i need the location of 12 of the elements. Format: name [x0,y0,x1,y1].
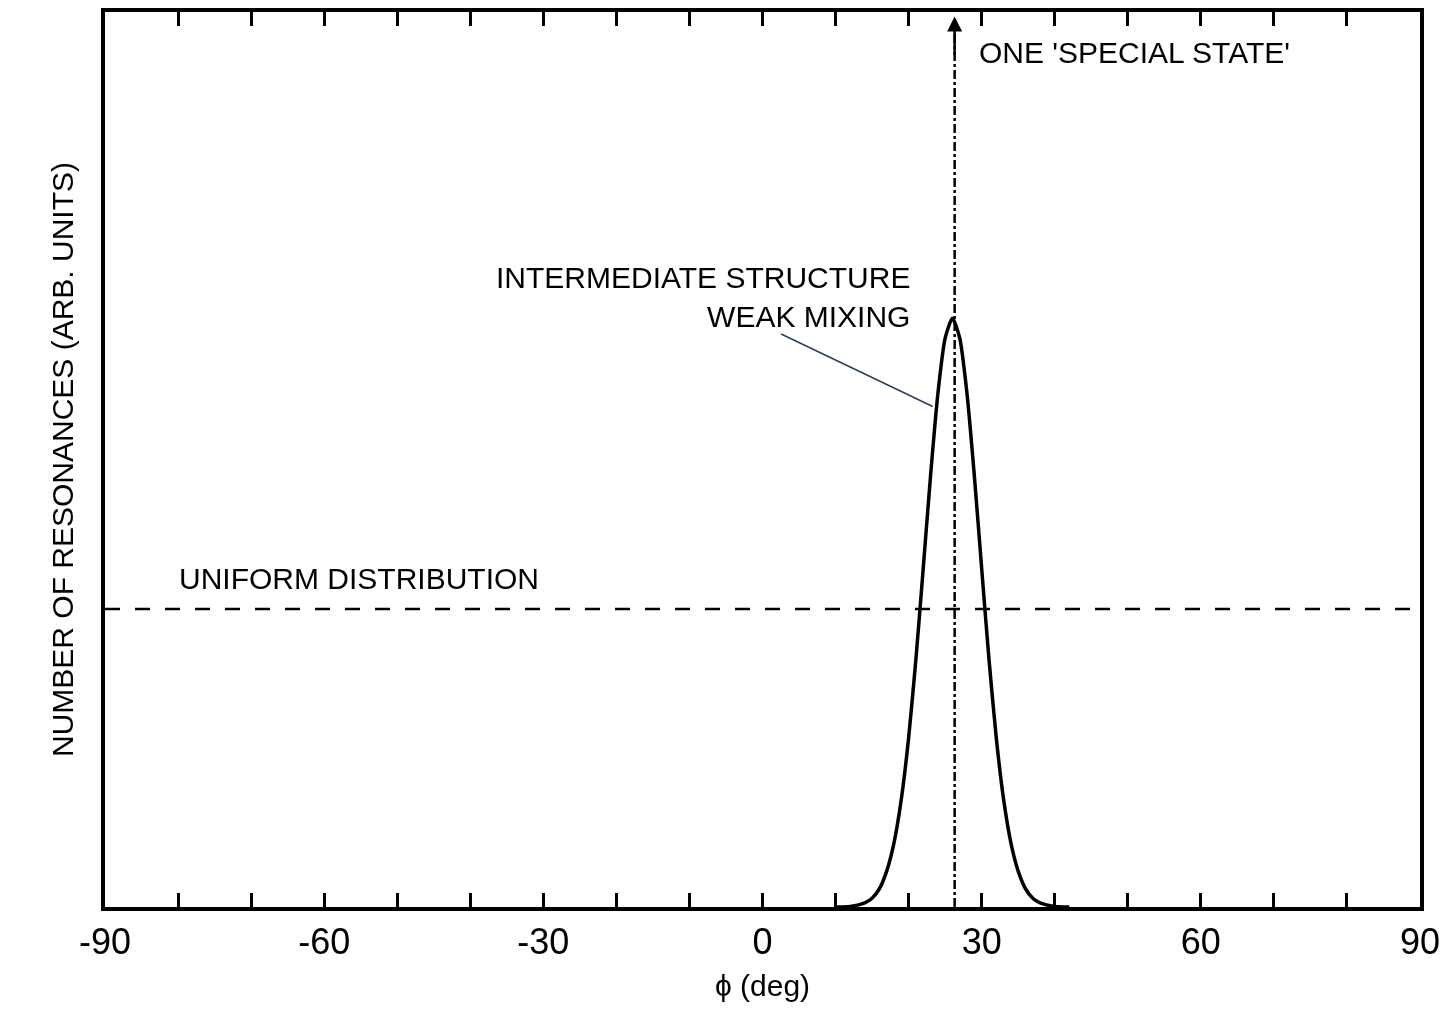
ref-line-label: UNIFORM DISTRIBUTION [179,562,539,595]
x-tick-label: -60 [298,920,351,962]
y-axis-title: NUMBER OF RESONANCES (ARB. UNITS) [45,161,79,758]
x-tick-label: -90 [78,920,132,962]
x-axis-title: ϕ (deg) [714,968,811,1002]
x-tick-label: 30 [961,920,1002,962]
x-tick-label: 90 [1399,920,1441,962]
x-tick-label: -30 [517,920,570,962]
annotation: INTERMEDIATE STRUCTURE WEAK MIXING [496,261,911,333]
x-tick-label: 0 [752,920,773,962]
ref-line-label: ONE 'SPECIAL STATE' [979,36,1290,69]
x-tick-label: 60 [1180,920,1221,962]
